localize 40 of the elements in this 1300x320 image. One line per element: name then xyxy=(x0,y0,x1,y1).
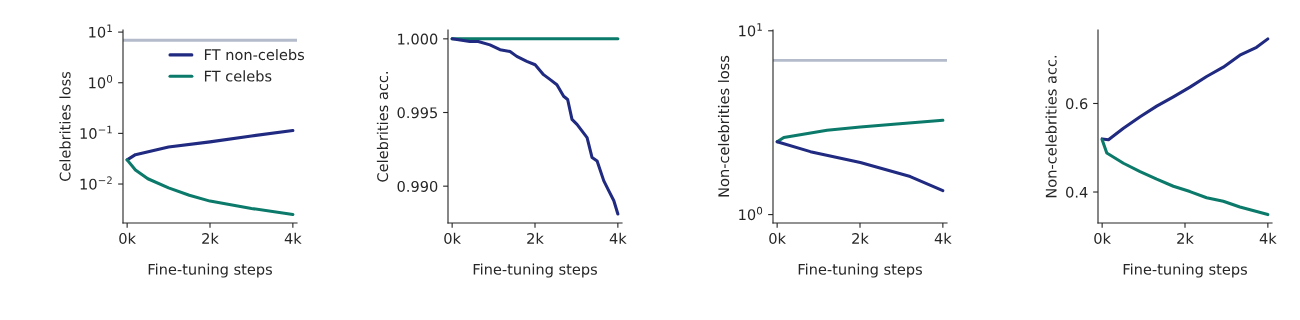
x-tick-label: 2k xyxy=(527,232,544,244)
y-tick-label: 10$^{0}$ xyxy=(89,75,113,89)
x-tick-label: 2k xyxy=(1177,232,1194,244)
line-series xyxy=(775,118,945,144)
y-tick-label: 0.4 xyxy=(1066,186,1088,198)
y-tick-label: 10$^{−1}$ xyxy=(80,125,112,140)
x-axis-title: Fine-tuning steps xyxy=(798,263,922,278)
y-tick-label: 10$^{−2}$ xyxy=(80,176,112,190)
line-series xyxy=(450,37,620,216)
line-series xyxy=(1100,138,1270,217)
line-series xyxy=(775,140,945,193)
x-tick-label: 4k xyxy=(284,232,302,244)
x-tick-label: 0k xyxy=(444,232,461,245)
x-tick-label: 0k xyxy=(769,232,786,245)
y-tick-label: 0.6 xyxy=(1066,98,1088,110)
x-tick-label: 0k xyxy=(1094,232,1111,245)
y-axis-title: Celebrities acc. xyxy=(376,72,389,182)
y-tick-label: 0.995 xyxy=(397,107,437,119)
line-series xyxy=(125,128,295,162)
line-series xyxy=(1100,37,1270,142)
y-tick-label: 1.000 xyxy=(398,33,438,45)
y-axis-title: Non-celebrities acc. xyxy=(1045,55,1057,198)
x-tick-label: 0k xyxy=(119,232,136,245)
x-tick-label: 2k xyxy=(852,232,869,244)
y-tick-label: 10$^{1}$ xyxy=(89,24,112,38)
x-axis-title: Fine-tuning steps xyxy=(473,263,597,278)
x-axis-title: Fine-tuning steps xyxy=(148,263,272,278)
legend-label: FT non-celebs xyxy=(204,48,305,61)
legend-label: FT celebs xyxy=(204,70,272,82)
y-tick-label: 10$^{1}$ xyxy=(739,23,762,37)
x-tick-label: 4k xyxy=(934,232,952,244)
x-tick-label: 4k xyxy=(1259,232,1277,244)
x-tick-label: 2k xyxy=(202,232,219,244)
y-axis-title: Non-celebrities loss xyxy=(717,55,730,197)
line-series xyxy=(125,158,295,217)
x-tick-label: 4k xyxy=(609,232,627,244)
x-axis-title: Fine-tuning steps xyxy=(1123,263,1247,278)
y-axis-title: Celebrities loss xyxy=(59,71,71,181)
y-tick-label: 0.990 xyxy=(397,180,438,192)
y-tick-label: 10$^{0}$ xyxy=(739,206,763,221)
